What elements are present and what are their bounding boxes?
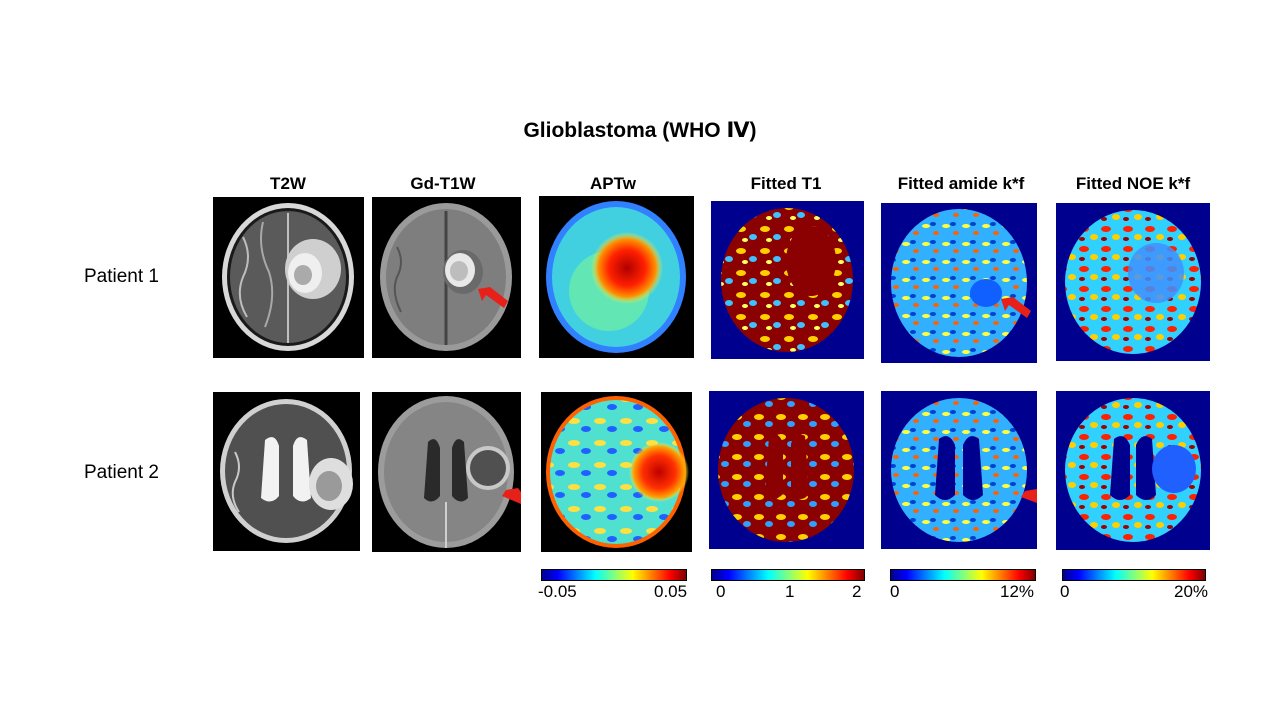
image-fitted-t1-patient-1 — [711, 201, 864, 359]
arrow-icon — [1001, 297, 1031, 318]
image-gd-t1w-patient-2 — [372, 392, 521, 552]
colorbar-noe-max: 20% — [1174, 582, 1209, 601]
image-aptw-patient-1 — [539, 196, 694, 358]
arrow-icon — [478, 287, 508, 308]
image-t2w-patient-1 — [213, 197, 364, 358]
colorbar-t1-tick-2: 2 — [852, 582, 862, 601]
colorbar-noe-min: 0 — [1060, 582, 1070, 601]
colorbar-aptw-max: 0.05 — [654, 582, 688, 601]
row-label-patient-1: Patient 1 — [84, 266, 159, 287]
colorbar-aptw-min: -0.05 — [538, 582, 577, 601]
arrow-icon — [1017, 489, 1037, 503]
image-fitted-t1-patient-2 — [709, 391, 864, 549]
image-fitted-amide-patient-1 — [881, 203, 1037, 363]
image-fitted-amide-patient-2 — [881, 391, 1037, 549]
row-label-patient-2: Patient 2 — [84, 462, 159, 483]
colorbar-t1-tick-1: 1 — [785, 582, 795, 601]
colorbar-amide-min: 0 — [890, 582, 900, 601]
column-label-t2w: T2W — [270, 174, 306, 193]
image-fitted-noe-patient-2 — [1056, 391, 1210, 550]
colorbar-aptw — [541, 569, 687, 581]
image-gd-t1w-patient-1 — [372, 197, 521, 358]
column-label-gd-t1w: Gd-T1W — [410, 174, 476, 193]
colorbar-fitted-amide — [890, 569, 1036, 581]
image-t2w-patient-2 — [213, 392, 360, 551]
column-label-aptw: APTw — [590, 174, 636, 193]
colorbar-amide-max: 12% — [1000, 582, 1035, 601]
colorbar-fitted-noe — [1062, 569, 1206, 581]
colorbar-t1-tick-0: 0 — [716, 582, 726, 601]
colorbar-fitted-t1 — [711, 569, 865, 581]
column-label-fitted-t1: Fitted T1 — [750, 174, 822, 193]
arrow-icon — [498, 488, 521, 504]
column-label-fitted-noe: Fitted NOE k*f — [1075, 174, 1191, 193]
image-aptw-patient-2 — [541, 392, 692, 552]
column-label-fitted-amide: Fitted amide k*f — [897, 174, 1025, 193]
image-fitted-noe-patient-1 — [1056, 203, 1210, 361]
figure-title: Glioblastoma (WHO Ⅳ) — [523, 119, 757, 142]
